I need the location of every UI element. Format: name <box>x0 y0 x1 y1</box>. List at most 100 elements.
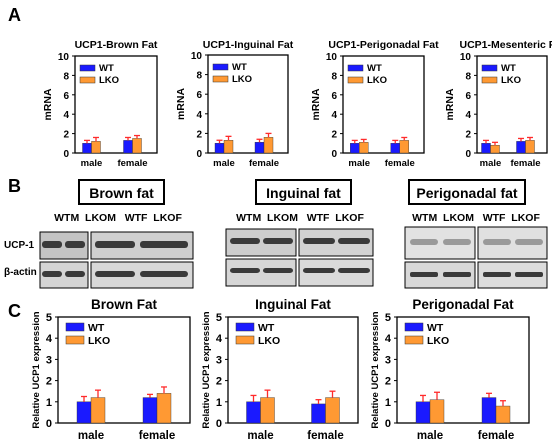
y-tick-label: 3 <box>385 354 391 366</box>
chart-title: UCP1-Mesenteric Fat <box>459 39 552 51</box>
band <box>515 239 543 245</box>
band <box>140 241 188 248</box>
category-label: female <box>478 430 514 441</box>
band <box>42 241 62 248</box>
band <box>230 268 260 273</box>
lane-labels-brown: WTM LKOM WTF LKOF <box>54 212 182 224</box>
band <box>65 241 85 248</box>
legend-swatch-lko <box>65 335 85 345</box>
y-tick-label: 10 <box>191 51 203 62</box>
y-axis-label: Relative UCP1 expression <box>370 311 381 428</box>
y-tick-label: 8 <box>465 71 471 82</box>
bar-wt-female <box>142 397 158 424</box>
category-label: female <box>510 158 540 169</box>
bar-wt-male <box>214 142 225 154</box>
legend-label-wt: WT <box>258 322 275 334</box>
category-label: male <box>480 158 502 169</box>
legend-swatch-lko <box>235 335 255 345</box>
plot-frame <box>342 55 425 154</box>
tissue-title-inguinal: Inguinal fat <box>266 185 341 201</box>
bar-wt-male <box>350 143 360 154</box>
y-tick-label: 0 <box>465 149 471 160</box>
bar-lko-female <box>525 140 535 154</box>
category-label: female <box>139 430 175 441</box>
legend-swatch-wt <box>481 64 498 72</box>
band <box>443 272 471 277</box>
band <box>410 272 438 277</box>
y-tick-label: 0 <box>196 149 202 160</box>
bar-wt-female <box>516 141 526 154</box>
legend-swatch-lko <box>212 75 229 83</box>
band <box>303 238 335 244</box>
bar-lko-female <box>325 397 340 424</box>
band <box>230 238 260 244</box>
panel-label-a: A <box>8 5 21 25</box>
category-label: male <box>348 158 370 169</box>
band <box>263 268 293 273</box>
legend-label-wt: WT <box>427 322 444 334</box>
y-tick-label: 4 <box>385 333 392 345</box>
band <box>410 239 438 245</box>
y-tick-label: 5 <box>216 312 222 324</box>
band <box>140 271 188 277</box>
bar-lko-female <box>132 138 142 154</box>
y-axis-label: mRNA <box>444 88 456 121</box>
chart-title: Inguinal Fat <box>255 297 331 312</box>
y-axis-label: Relative UCP1 expression <box>201 311 212 428</box>
legend-swatch-wt <box>79 64 96 72</box>
legend-swatch-wt <box>404 322 424 332</box>
bar-wt-male <box>415 401 431 424</box>
legend-label-wt: WT <box>501 63 516 74</box>
category-label: female <box>385 158 415 169</box>
y-tick-label: 8 <box>331 71 337 82</box>
y-tick-label: 0 <box>385 418 391 430</box>
legend-swatch-lko <box>404 335 424 345</box>
chart-title: Perigonadal Fat <box>412 297 514 312</box>
y-tick-label: 10 <box>460 52 472 63</box>
y-tick-label: 8 <box>63 71 69 82</box>
band <box>65 271 85 277</box>
y-tick-label: 6 <box>196 90 202 101</box>
legend-label-lko: LKO <box>427 335 449 347</box>
y-axis-label: mRNA <box>175 88 187 121</box>
y-tick-label: 6 <box>465 91 471 102</box>
tissue-title-box-perigonadal <box>408 179 526 205</box>
bar-wt-female <box>123 140 133 154</box>
bar-wt-male <box>481 143 491 154</box>
y-tick-label: 3 <box>216 354 222 366</box>
y-tick-label: 2 <box>465 130 471 141</box>
chart-a-4: UCP1-Mesenteric Fat 0 2 4 6 8 10 mRNA male female… <box>444 39 552 169</box>
legend-swatch-lko <box>79 76 96 84</box>
band <box>42 271 62 277</box>
band <box>95 241 135 248</box>
category-label: male <box>213 158 235 169</box>
y-tick-label: 4 <box>196 110 202 121</box>
band <box>95 271 135 277</box>
band <box>263 238 293 244</box>
panel-label-c: C <box>8 301 21 321</box>
y-tick-label: 3 <box>46 354 52 366</box>
bar-lko-female <box>399 140 409 154</box>
legend-swatch-lko <box>481 76 498 84</box>
chart-title: UCP1-Inguinal Fat <box>203 39 294 51</box>
category-label: male <box>78 430 104 441</box>
bar-lko-male <box>223 140 234 154</box>
y-tick-label: 2 <box>331 130 337 141</box>
y-tick-label: 4 <box>63 110 69 121</box>
panel-b-western-blots: UCP-1 β-actin Brown fat WTM LKOM WTF LKO… <box>4 179 548 289</box>
legend-swatch-lko <box>347 76 364 84</box>
panel-c-charts: Brown Fat 0 1 2 3 4 5 Relative UCP1 expression m… <box>31 297 530 441</box>
y-tick-label: 0 <box>216 418 222 430</box>
bar-lko-female <box>495 405 511 424</box>
bar-lko-male <box>90 397 106 424</box>
chart-title: UCP1-Brown Fat <box>75 39 158 51</box>
chart-c-1: Brown Fat 0 1 2 3 4 5 Relative UCP1 expression m… <box>31 297 191 441</box>
y-tick-label: 2 <box>63 130 69 141</box>
y-tick-label: 4 <box>465 110 471 121</box>
bar-wt-female <box>481 397 497 424</box>
y-tick-label: 2 <box>46 376 52 388</box>
chart-a-3: UCP1-Perigonadal Fat 0 2 4 6 8 10 mRNA male femal… <box>310 39 439 169</box>
y-tick-label: 5 <box>385 312 391 324</box>
chart-title: UCP1-Perigonadal Fat <box>328 39 439 51</box>
